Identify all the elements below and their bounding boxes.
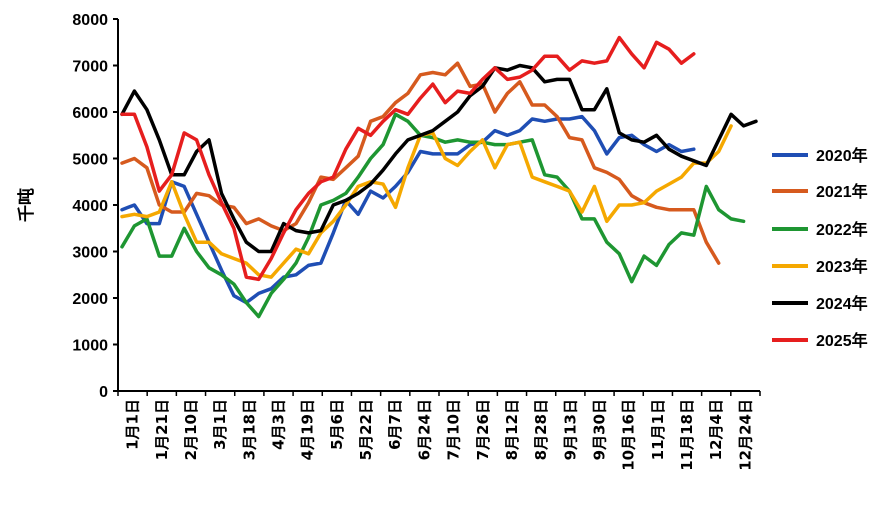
x-tick-label: 5月6日 bbox=[328, 399, 346, 450]
legend-label: 2024年 bbox=[816, 294, 868, 313]
x-tick-label: 11月18日 bbox=[678, 399, 696, 471]
y-tick-label: 4000 bbox=[72, 198, 108, 215]
axes: 0 1000 2000 3000 4000 5000 6000 7000 8000 1月1日 1月2… bbox=[72, 12, 761, 471]
x-tick-label: 8月28日 bbox=[532, 399, 550, 460]
series-line-2024年 bbox=[120, 63, 758, 254]
series-line-2020年 bbox=[120, 114, 696, 305]
x-tick-label: 4月19日 bbox=[299, 399, 317, 460]
series-line-2025年 bbox=[120, 35, 696, 282]
x-tick-label: 2月10日 bbox=[182, 399, 200, 460]
x-tick-label: 1月1日 bbox=[124, 399, 142, 450]
x-tick-label: 9月13日 bbox=[561, 399, 579, 460]
x-tick-label: 9月30日 bbox=[591, 399, 609, 460]
y-tick-label: 1000 bbox=[72, 338, 108, 355]
legend-label: 2023年 bbox=[816, 257, 868, 276]
legend-label: 2022年 bbox=[816, 220, 868, 239]
series-line-2021年 bbox=[120, 61, 721, 265]
x-tick-label: 7月10日 bbox=[445, 399, 463, 460]
x-tick-label: 10月16日 bbox=[620, 399, 638, 471]
x-tick-label: 4月3日 bbox=[270, 399, 288, 450]
y-tick-label: 3000 bbox=[72, 245, 108, 262]
y-tick-label: 8000 bbox=[72, 12, 108, 29]
x-tick-label: 1月21日 bbox=[153, 399, 171, 460]
x-tick-label: 3月18日 bbox=[240, 399, 258, 460]
x-tick-label: 12月24日 bbox=[736, 399, 754, 471]
x-tick-label: 5月22日 bbox=[357, 399, 375, 460]
y-tick-label: 2000 bbox=[72, 291, 108, 308]
x-tick-label: 6月24日 bbox=[415, 399, 433, 460]
x-tick-label: 8月12日 bbox=[503, 399, 521, 460]
legend-label: 2020年 bbox=[816, 146, 868, 165]
y-axis-label: 千吨 bbox=[16, 188, 37, 222]
x-tick-label: 3月1日 bbox=[211, 399, 229, 450]
series-line-2022年 bbox=[120, 112, 746, 319]
y-tick-label: 6000 bbox=[72, 105, 108, 122]
legend: 2020年 2021年 2022年 2023年 2024年 2025年 bbox=[772, 146, 868, 350]
series-layer bbox=[120, 35, 758, 319]
x-tick-label: 12月4日 bbox=[707, 399, 725, 460]
x-tick-label: 6月7日 bbox=[386, 399, 404, 450]
x-tick-label: 11月1日 bbox=[649, 399, 667, 460]
x-tick-label: 7月26日 bbox=[474, 399, 492, 460]
legend-label: 2021年 bbox=[816, 182, 868, 201]
y-tick-label: 0 bbox=[99, 384, 108, 401]
y-tick-label: 7000 bbox=[72, 59, 108, 76]
y-tick-label: 5000 bbox=[72, 152, 108, 169]
legend-label: 2025年 bbox=[816, 331, 868, 350]
